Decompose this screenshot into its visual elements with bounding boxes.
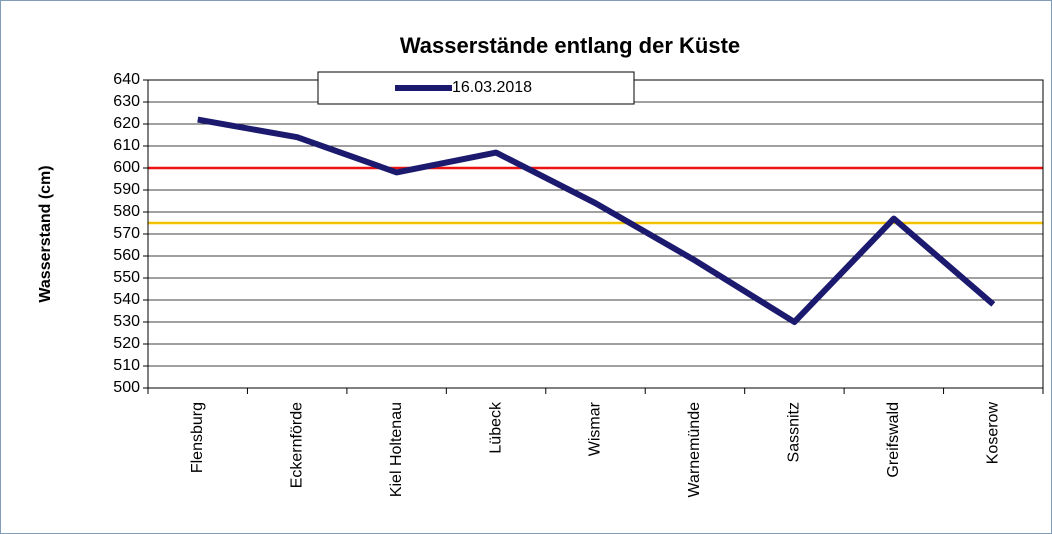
y-tick-label: 550 bbox=[113, 269, 140, 286]
x-tick-label: Warnemünde bbox=[686, 402, 703, 498]
y-tick-label: 500 bbox=[113, 379, 140, 396]
x-tick-label: Sassnitz bbox=[786, 402, 803, 462]
legend-label: 16.03.2018 bbox=[452, 79, 532, 96]
data-line bbox=[197, 116, 996, 325]
y-tick-label: 620 bbox=[113, 115, 140, 132]
x-tick-label: Flensburg bbox=[189, 402, 206, 473]
y-tick-label: 610 bbox=[113, 137, 140, 154]
x-tick-label: Kiel Holtenau bbox=[388, 402, 405, 497]
x-tick-label: Greifswald bbox=[885, 402, 902, 478]
y-tick-label: 540 bbox=[113, 291, 140, 308]
legend-box bbox=[317, 71, 635, 105]
x-tick-label: Koserow bbox=[984, 402, 1001, 465]
y-tick-label: 520 bbox=[113, 335, 140, 352]
y-tick-label: 640 bbox=[113, 71, 140, 88]
y-tick-label: 570 bbox=[113, 225, 140, 242]
y-tick-label: 600 bbox=[113, 159, 140, 176]
x-tick-label: Lübeck bbox=[487, 401, 504, 454]
y-axis-label: Wasserstand (cm) bbox=[37, 165, 54, 302]
y-tick-label: 630 bbox=[113, 93, 140, 110]
chart-title: Wasserstände entlang der Küste bbox=[400, 33, 740, 58]
y-tick-label: 530 bbox=[113, 313, 140, 330]
x-tick-label: Wismar bbox=[587, 401, 604, 456]
y-tick-label: 580 bbox=[113, 203, 140, 220]
y-tick-label: 560 bbox=[113, 247, 140, 264]
y-tick-label: 590 bbox=[113, 181, 140, 198]
y-tick-label: 510 bbox=[113, 357, 140, 374]
x-tick-label: Eckernförde bbox=[288, 402, 305, 488]
